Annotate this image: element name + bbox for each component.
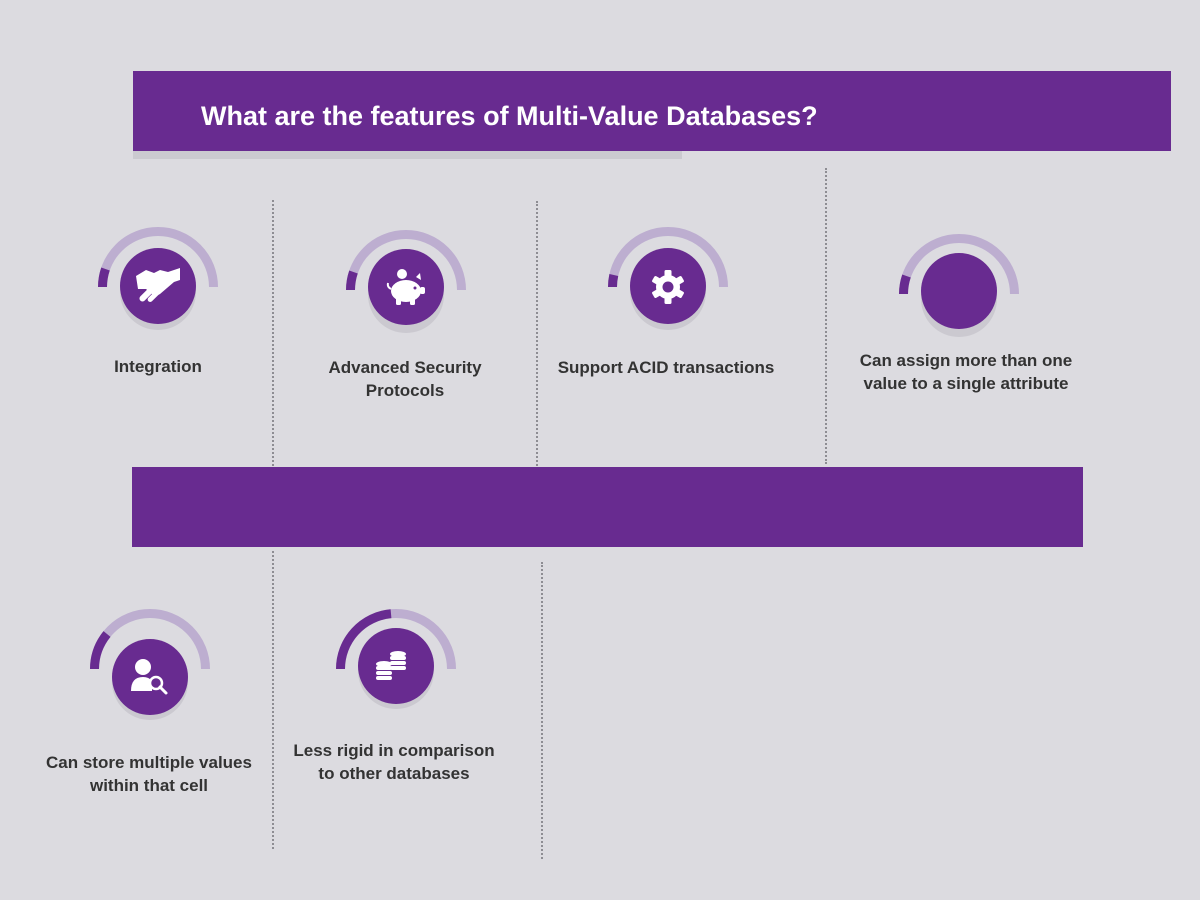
feature-label: Less rigid in comparison to other databa… — [293, 741, 495, 783]
divider-line — [536, 201, 538, 466]
feature-gauge-acid — [598, 226, 738, 336]
piggy-bank-icon — [386, 269, 425, 305]
feature-label: Advanced Security Protocols — [328, 358, 482, 400]
feature-label: Integration — [114, 357, 202, 376]
title-bar-shadow — [133, 151, 682, 159]
gear-icon — [652, 270, 684, 304]
feature-label: Can store multiple values within that ce… — [46, 753, 252, 795]
divider-line — [825, 168, 827, 464]
section-divider-bar — [132, 467, 1083, 547]
coins-stack-icon — [376, 651, 406, 680]
divider-line — [272, 200, 274, 466]
feature-gauge-integration — [88, 226, 228, 336]
user-search-icon — [131, 659, 168, 695]
title-bar: What are the features of Multi-Value Dat… — [133, 71, 1171, 151]
feature-gauge-less-rigid — [326, 608, 466, 718]
feature-gauge-assign-values — [889, 233, 1029, 343]
feature-gauge-security — [336, 229, 476, 339]
feature-gauge-store-values — [80, 608, 220, 720]
divider-line — [272, 551, 274, 849]
feature-label: Support ACID transactions — [557, 358, 775, 377]
page-title: What are the features of Multi-Value Dat… — [201, 101, 818, 131]
divider-line — [541, 562, 543, 859]
feature-label: Can assign more than one value to a sing… — [859, 351, 1073, 393]
handshake-icon — [136, 268, 180, 303]
